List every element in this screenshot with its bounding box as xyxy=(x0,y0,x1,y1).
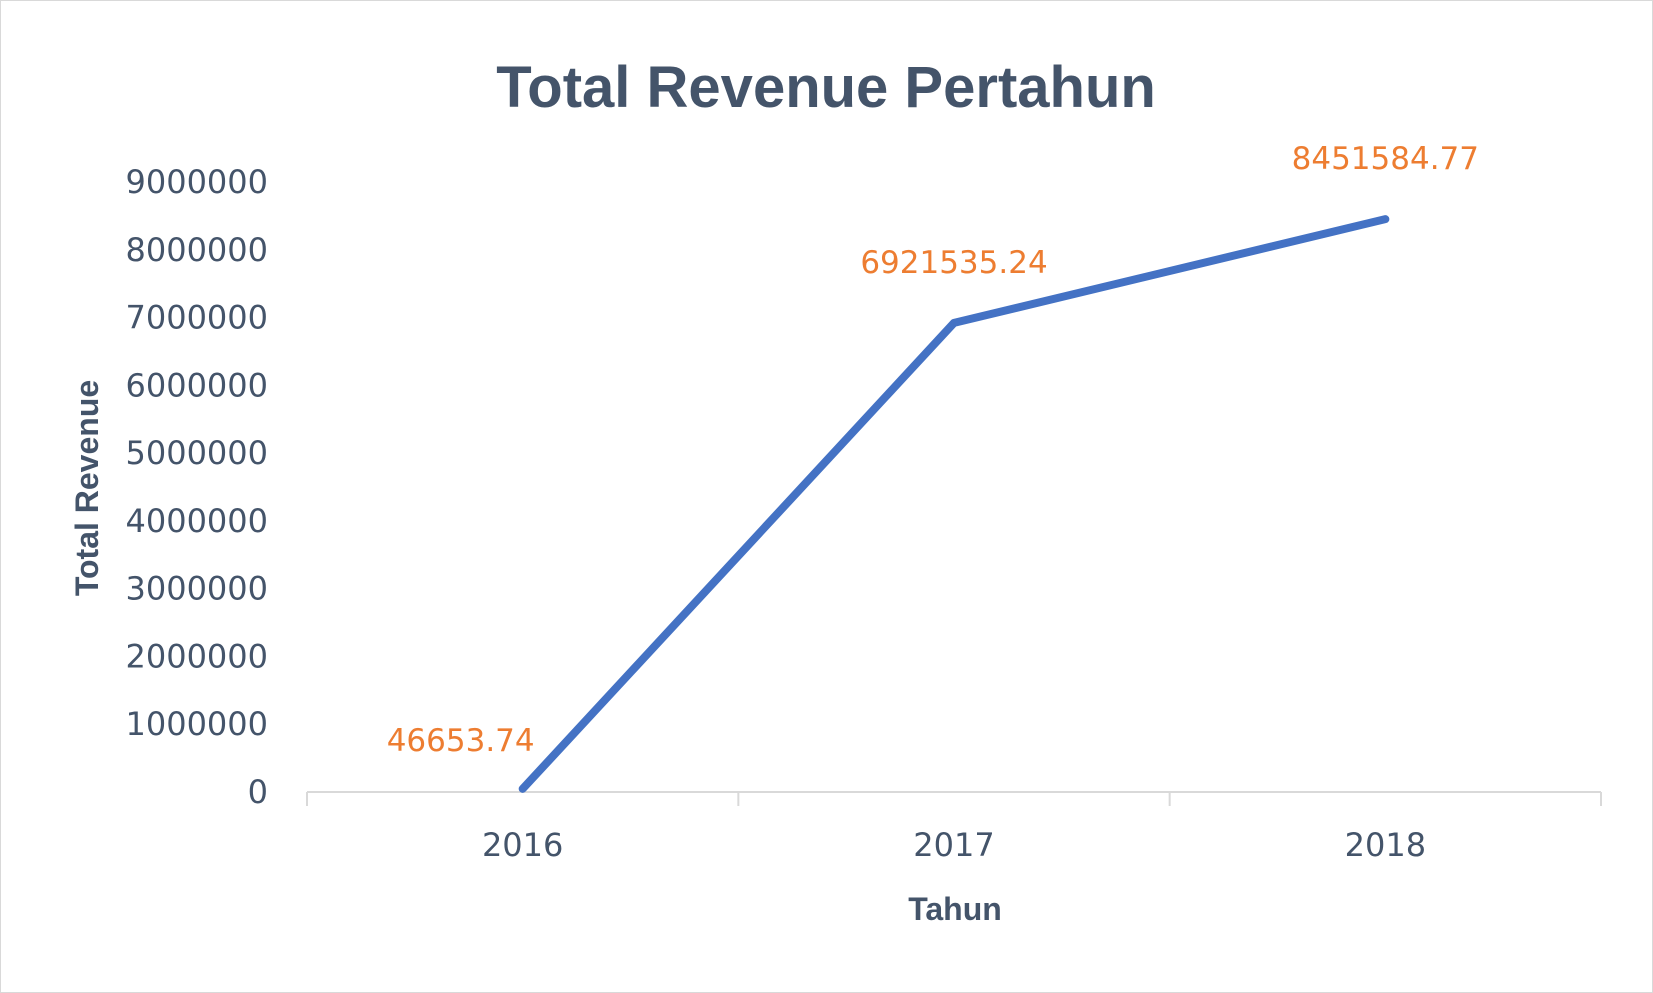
data-labels: 46653.74 6921535.24 8451584.77 xyxy=(387,141,1479,759)
chart-title: Total Revenue Pertahun xyxy=(496,55,1156,120)
x-axis-title: Tahun xyxy=(908,891,1002,927)
x-tick-label: 2016 xyxy=(482,826,563,864)
y-tick-label: 8000000 xyxy=(125,231,268,269)
y-axis-title: Total Revenue xyxy=(69,380,105,596)
series-line xyxy=(518,215,1390,793)
y-axis-ticks: 0 1000000 2000000 3000000 4000000 5000000 6000… xyxy=(125,163,268,811)
data-label: 46653.74 xyxy=(387,723,535,759)
data-label: 8451584.77 xyxy=(1292,141,1479,177)
series-group xyxy=(518,215,1390,793)
x-axis: 2016 2017 2018 xyxy=(306,791,1602,864)
y-tick-label: 0 xyxy=(248,773,268,811)
x-tick-label: 2018 xyxy=(1345,826,1426,864)
y-tick-label: 1000000 xyxy=(125,705,268,743)
data-label: 6921535.24 xyxy=(860,245,1047,281)
y-tick-label: 2000000 xyxy=(125,637,268,675)
y-tick-label: 5000000 xyxy=(125,434,268,472)
y-tick-label: 6000000 xyxy=(125,366,268,404)
y-tick-label: 9000000 xyxy=(125,163,268,201)
y-tick-label: 3000000 xyxy=(125,570,268,608)
x-tick-label: 2017 xyxy=(913,826,994,864)
y-tick-label: 4000000 xyxy=(125,502,268,540)
y-tick-label: 7000000 xyxy=(125,299,268,337)
